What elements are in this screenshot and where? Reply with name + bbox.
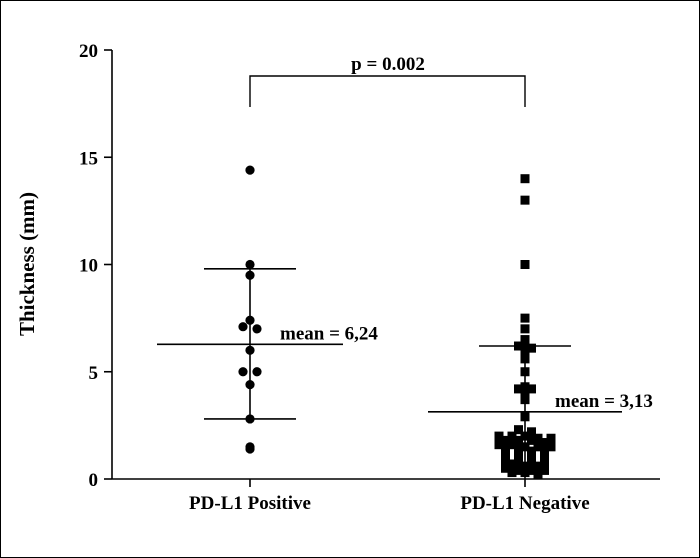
axes: 0 5 10 15 20 PD-L1 Positive PD-L1 Negative bbox=[79, 41, 660, 514]
data-point bbox=[540, 438, 549, 448]
data-point bbox=[520, 313, 530, 323]
data-point bbox=[507, 468, 517, 478]
y-tick-label: 10 bbox=[79, 256, 98, 277]
data-point bbox=[546, 442, 556, 452]
data-point bbox=[245, 315, 255, 325]
data-point bbox=[520, 461, 530, 471]
data-point bbox=[245, 165, 255, 175]
data-point bbox=[520, 431, 530, 441]
data-point bbox=[520, 174, 530, 184]
data-point bbox=[252, 367, 262, 377]
y-axis-label: Thickness (mm) bbox=[15, 192, 39, 336]
data-point bbox=[514, 450, 523, 460]
data-point bbox=[520, 468, 530, 478]
data-point bbox=[540, 465, 549, 475]
data-point bbox=[520, 335, 530, 345]
data-point bbox=[252, 324, 262, 334]
data-point bbox=[514, 465, 523, 475]
data-point bbox=[533, 442, 543, 452]
significance-label: p = 0.002 bbox=[351, 54, 425, 75]
data-point bbox=[514, 425, 523, 435]
data-point bbox=[245, 414, 255, 424]
data-point bbox=[494, 431, 504, 441]
data-point bbox=[520, 367, 530, 377]
data-point bbox=[527, 465, 536, 475]
data-point bbox=[533, 461, 543, 471]
data-point bbox=[514, 341, 523, 351]
data-point bbox=[546, 433, 556, 443]
data-point bbox=[501, 463, 510, 473]
data-point bbox=[527, 384, 536, 394]
data-point bbox=[514, 444, 523, 454]
data-point bbox=[501, 455, 510, 465]
data-point bbox=[245, 270, 255, 280]
y-tick-label: 15 bbox=[79, 148, 98, 169]
data-point bbox=[514, 435, 523, 445]
data-point bbox=[245, 345, 255, 355]
data-point bbox=[520, 260, 530, 269]
data-point bbox=[245, 380, 255, 390]
data-point bbox=[238, 367, 248, 377]
data-point bbox=[245, 442, 255, 452]
data-point bbox=[245, 259, 255, 270]
data-point bbox=[520, 382, 530, 392]
data-point bbox=[520, 354, 530, 364]
data-point bbox=[514, 384, 523, 394]
data-point bbox=[527, 343, 536, 353]
data-point bbox=[520, 412, 530, 422]
data-point bbox=[494, 440, 504, 450]
data-point bbox=[520, 395, 530, 405]
y-tick-label: 5 bbox=[89, 363, 99, 384]
mean-label-2: mean = 3,13 bbox=[555, 391, 653, 412]
data-point bbox=[507, 459, 517, 469]
mean-label-1: mean = 6,24 bbox=[280, 323, 378, 344]
data-point bbox=[527, 446, 536, 456]
data-point bbox=[527, 453, 536, 463]
data-point bbox=[520, 345, 530, 355]
data-point bbox=[501, 435, 510, 445]
data-point bbox=[507, 440, 517, 450]
data-point bbox=[507, 431, 517, 441]
data-point bbox=[514, 457, 523, 467]
data-point bbox=[520, 324, 530, 334]
data-point bbox=[533, 470, 543, 480]
significance-bracket bbox=[249, 75, 526, 107]
data-point bbox=[520, 388, 530, 398]
data-point bbox=[520, 442, 530, 452]
data-marks: mean = 6,24 mean = 3,13 bbox=[157, 165, 653, 480]
data-point bbox=[533, 433, 543, 443]
data-point bbox=[540, 453, 549, 463]
x-tick-label: PD-L1 Negative bbox=[460, 493, 589, 514]
data-point bbox=[238, 322, 248, 332]
data-point bbox=[527, 427, 536, 437]
y-tick-label: 0 bbox=[89, 470, 99, 491]
data-point bbox=[527, 435, 536, 445]
x-tick-label: PD-L1 Positive bbox=[189, 493, 311, 514]
data-point bbox=[540, 446, 549, 456]
y-tick-label: 20 bbox=[79, 41, 98, 62]
data-point bbox=[520, 195, 530, 205]
data-point bbox=[501, 444, 510, 454]
